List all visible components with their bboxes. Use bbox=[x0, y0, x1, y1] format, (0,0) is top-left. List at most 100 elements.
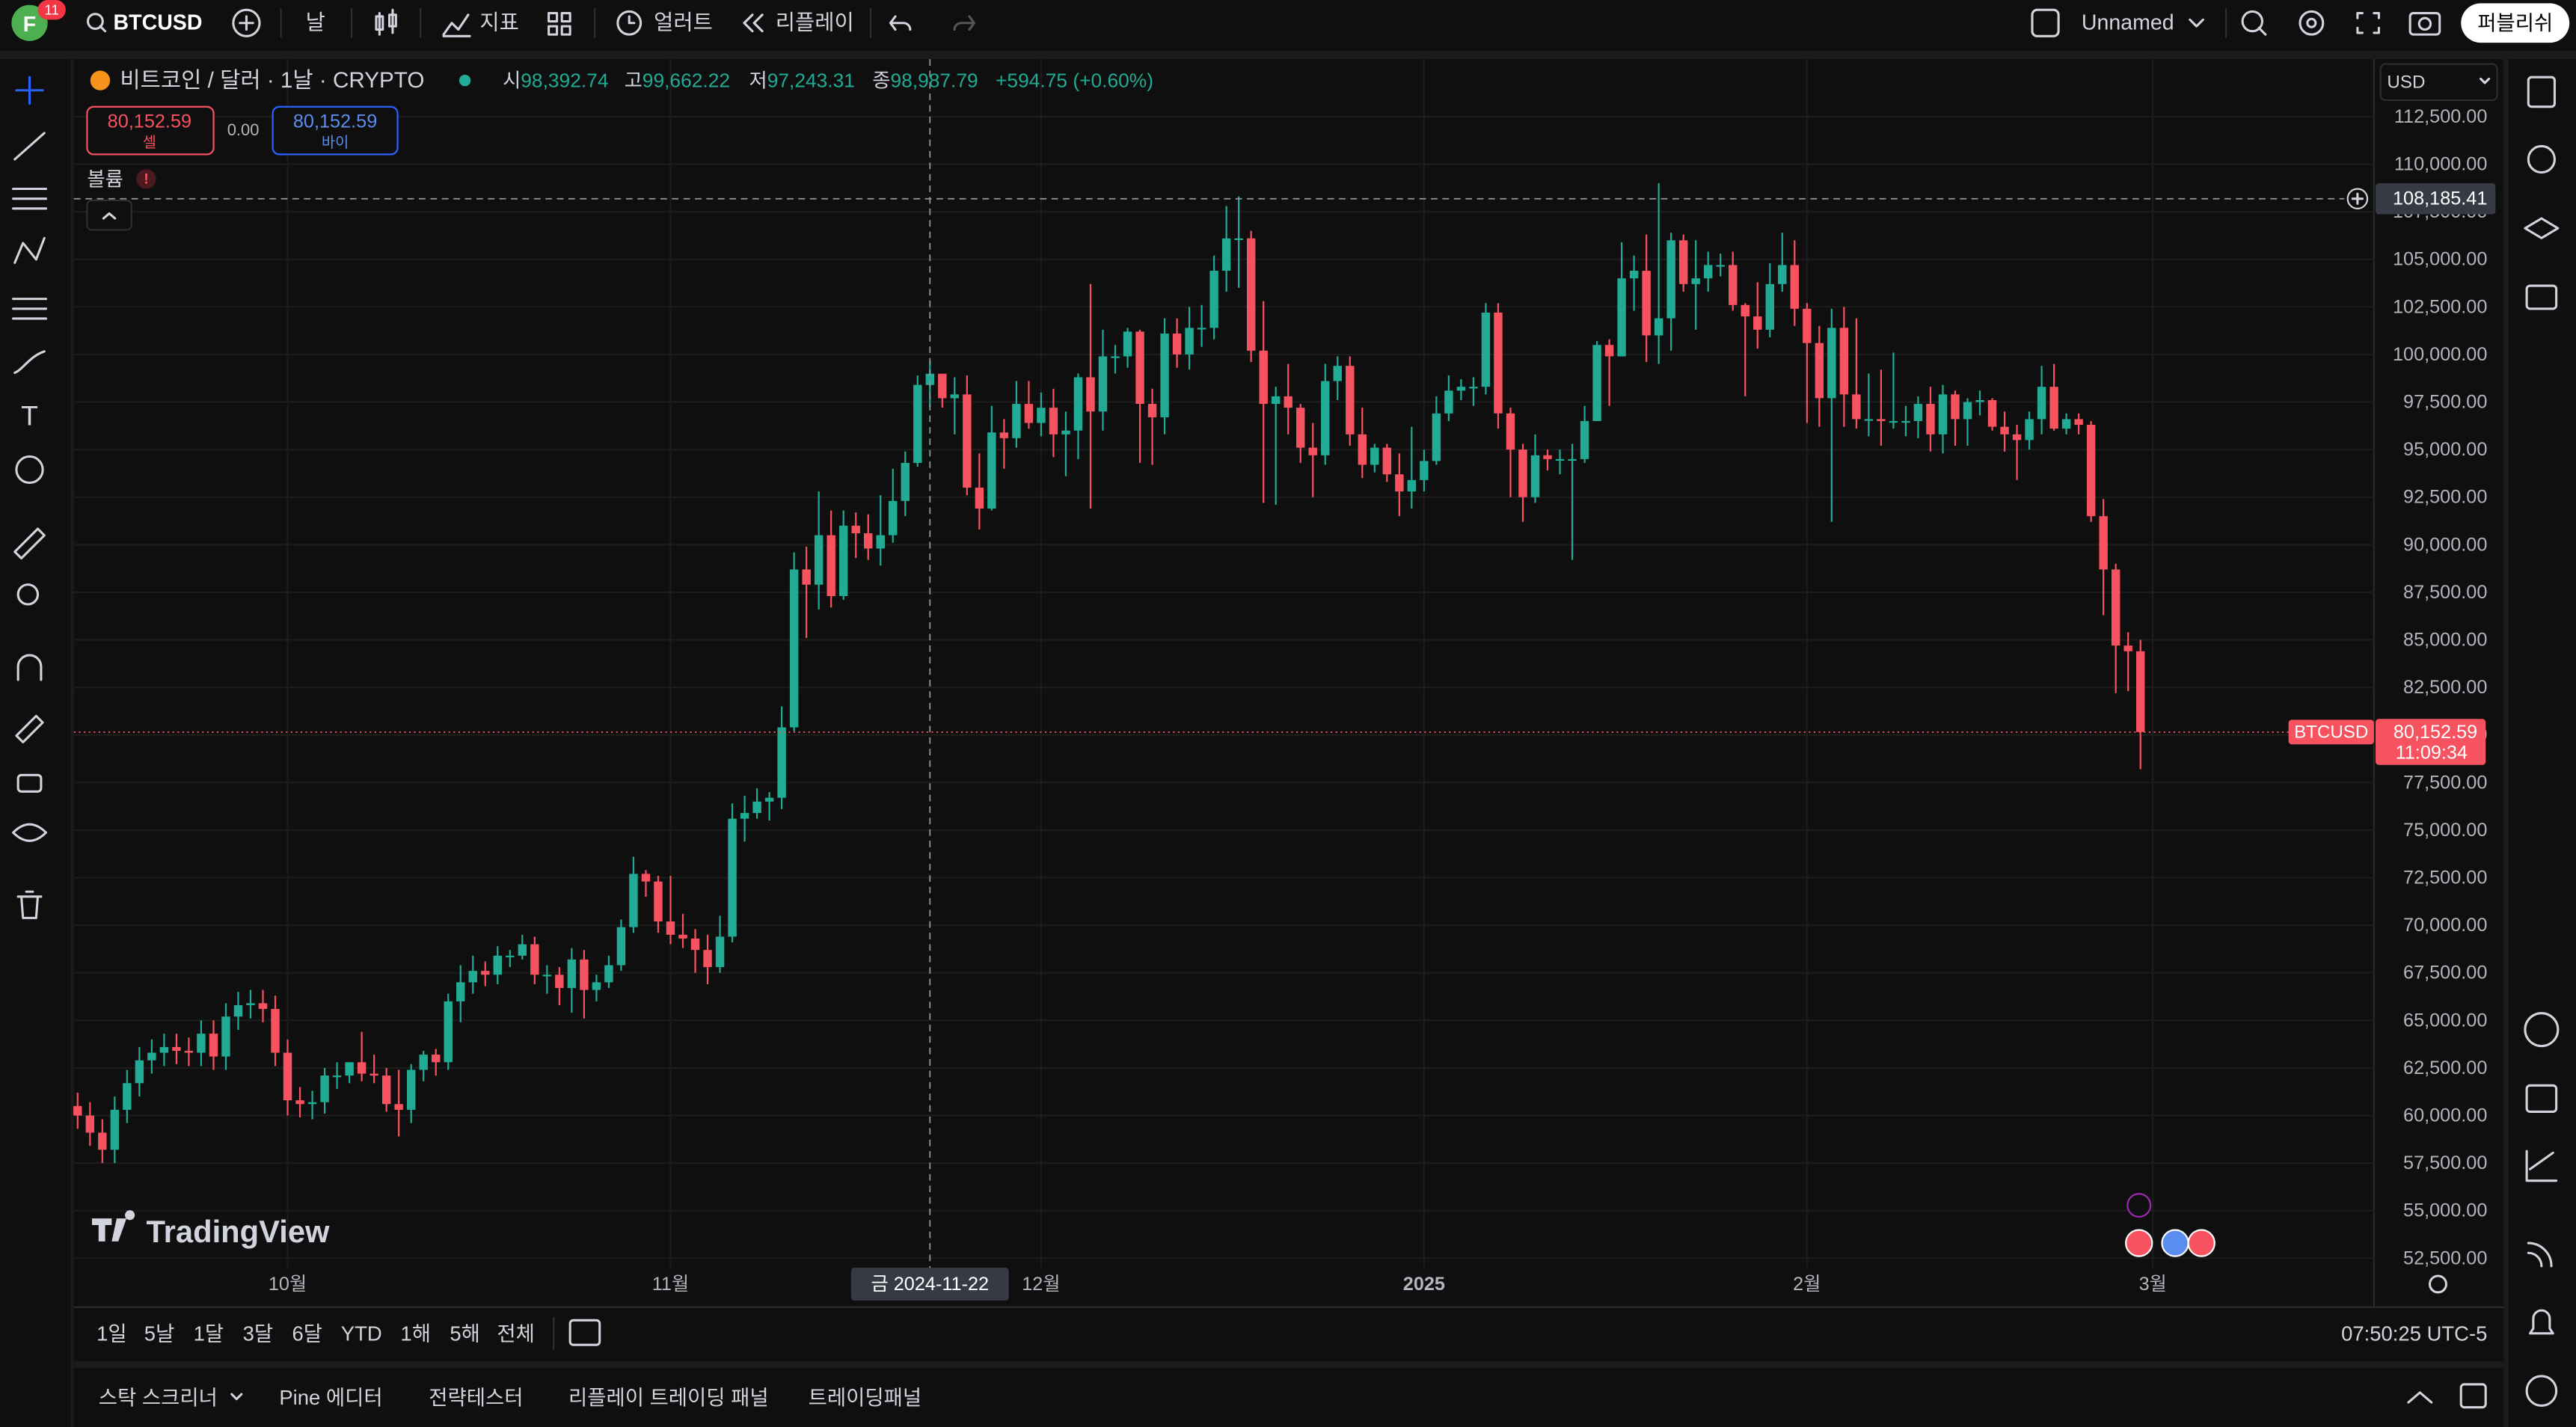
avatar[interactable]: F 11 bbox=[11, 0, 66, 41]
magnet-tool[interactable] bbox=[16, 654, 43, 681]
currency-select[interactable]: USD bbox=[2379, 63, 2498, 102]
candle-body bbox=[580, 959, 589, 990]
emoji-tool[interactable] bbox=[15, 455, 44, 485]
candle-body bbox=[184, 1051, 194, 1053]
interval-button[interactable]: 날 bbox=[306, 11, 325, 35]
candle-body bbox=[221, 1016, 230, 1057]
fib-tool[interactable] bbox=[12, 187, 48, 210]
text-tool[interactable]: T bbox=[21, 399, 38, 431]
icon bbox=[2299, 10, 2325, 36]
layout-name[interactable]: Unnamed bbox=[2082, 11, 2174, 35]
candle-body bbox=[271, 1009, 280, 1053]
candle-body bbox=[1382, 447, 1392, 475]
axis-settings[interactable] bbox=[2428, 1274, 2448, 1294]
layout-checkbox[interactable] bbox=[2031, 8, 2060, 37]
buy-bg bbox=[272, 105, 399, 156]
range-button[interactable]: 1달 bbox=[194, 1322, 224, 1345]
event-markers[interactable] bbox=[2125, 1193, 2215, 1257]
watchlist-icon[interactable] bbox=[2527, 76, 2556, 108]
y-tick-label: 97,500.00 bbox=[2403, 392, 2487, 413]
range-button[interactable]: 전체 bbox=[497, 1322, 535, 1345]
range-button[interactable]: 1해 bbox=[400, 1322, 431, 1345]
chat-icon[interactable] bbox=[2525, 284, 2558, 310]
undo-button[interactable] bbox=[889, 15, 912, 31]
expand-panel[interactable] bbox=[2407, 1391, 2433, 1404]
symbol-search[interactable]: BTCUSD bbox=[86, 11, 203, 35]
candle-body bbox=[703, 950, 712, 968]
replay-button[interactable]: 리플레이 bbox=[743, 11, 854, 35]
compare-button[interactable] bbox=[232, 8, 261, 37]
lock-drawings[interactable] bbox=[15, 714, 44, 743]
buy-button[interactable]: 80,152.59 바이 bbox=[272, 105, 399, 156]
caret[interactable] bbox=[230, 1393, 243, 1401]
target-icon[interactable] bbox=[2524, 1012, 2560, 1048]
alert-button[interactable]: 얼러트 bbox=[616, 10, 713, 36]
maximize-panel[interactable] bbox=[2459, 1383, 2487, 1409]
candle-body bbox=[2111, 569, 2120, 646]
range-button[interactable]: 5날 bbox=[144, 1322, 175, 1345]
icon bbox=[2241, 10, 2264, 33]
visibility-tool[interactable] bbox=[12, 823, 48, 842]
clock[interactable]: 07:50:25 UTC-5 bbox=[2341, 1322, 2487, 1345]
icon bbox=[239, 15, 254, 31]
settings-button[interactable] bbox=[2299, 10, 2325, 36]
range-button[interactable]: 3달 bbox=[243, 1322, 274, 1345]
notify-icon[interactable] bbox=[2528, 1309, 2554, 1335]
candle-body bbox=[209, 1034, 218, 1057]
help-icon[interactable] bbox=[2525, 1375, 2558, 1407]
alerts-icon[interactable] bbox=[2527, 144, 2556, 174]
pattern-tool[interactable] bbox=[13, 236, 46, 264]
templates-button[interactable] bbox=[548, 12, 571, 36]
goto-date[interactable] bbox=[568, 1319, 601, 1346]
icon bbox=[2408, 12, 2441, 36]
candle-body bbox=[1333, 366, 1342, 381]
brush-tool[interactable] bbox=[13, 350, 46, 374]
range-button[interactable]: 5해 bbox=[450, 1322, 480, 1345]
sell-bg bbox=[86, 105, 215, 156]
collapse-button[interactable] bbox=[86, 199, 132, 231]
candle-body bbox=[2000, 426, 2009, 435]
pine-icon[interactable] bbox=[2525, 1150, 2558, 1182]
y-tick-label: 75,000.00 bbox=[2403, 820, 2487, 841]
panel-tab[interactable]: Pine 에디터 bbox=[279, 1386, 382, 1409]
icon bbox=[2257, 26, 2267, 36]
crosshair-tool[interactable] bbox=[15, 76, 44, 105]
symbol: BTCUSD bbox=[114, 11, 203, 35]
panel-tab[interactable]: 리플레이 트레이딩 패널 bbox=[568, 1386, 769, 1409]
calendar-icon[interactable] bbox=[2525, 1084, 2558, 1113]
ruler-tool[interactable] bbox=[13, 527, 46, 560]
lock-tool[interactable] bbox=[16, 773, 43, 793]
fullscreen-button[interactable] bbox=[2356, 12, 2380, 34]
panel-tab[interactable]: 전략테스터 bbox=[429, 1386, 523, 1409]
range-button[interactable]: YTD bbox=[341, 1322, 382, 1345]
candle-body bbox=[616, 927, 626, 966]
indicators-button[interactable]: 지표 bbox=[442, 11, 519, 37]
stream-icon[interactable] bbox=[2527, 1242, 2553, 1268]
candle-body bbox=[1926, 404, 1935, 435]
publish-button[interactable]: 퍼블리쉬 bbox=[2461, 3, 2570, 43]
layers-icon[interactable] bbox=[2524, 217, 2560, 239]
candle-body bbox=[1913, 404, 1923, 421]
range-button[interactable]: 1일 bbox=[96, 1322, 127, 1345]
sell-label: 셀 bbox=[143, 135, 156, 151]
sidebar-icons bbox=[2524, 76, 2560, 1407]
trendline-tool[interactable] bbox=[13, 132, 46, 161]
panel-tab[interactable]: 스탁 스크리너 bbox=[99, 1386, 218, 1409]
panel-tab[interactable]: 트레이딩패널 bbox=[809, 1386, 921, 1409]
x-tick-label: 11월 bbox=[652, 1274, 689, 1295]
layout-caret[interactable] bbox=[2189, 18, 2204, 28]
zoom-tool[interactable] bbox=[16, 583, 40, 606]
y-tick-label: 112,500.00 bbox=[2394, 106, 2488, 127]
candle-body bbox=[567, 959, 577, 989]
last-price: 80,152.59 bbox=[2393, 722, 2477, 743]
sell-button[interactable]: 80,152.59 셀 bbox=[86, 105, 215, 156]
candle-body bbox=[406, 1070, 416, 1110]
delete-tool[interactable] bbox=[16, 890, 43, 919]
snapshot-button[interactable] bbox=[2408, 12, 2441, 36]
quick-search[interactable] bbox=[2241, 10, 2267, 36]
range-button[interactable]: 6달 bbox=[292, 1322, 322, 1345]
icon bbox=[232, 8, 261, 37]
chart-type-button[interactable] bbox=[375, 8, 397, 36]
forecast-tool[interactable] bbox=[12, 298, 48, 320]
redo-button[interactable] bbox=[953, 15, 976, 31]
